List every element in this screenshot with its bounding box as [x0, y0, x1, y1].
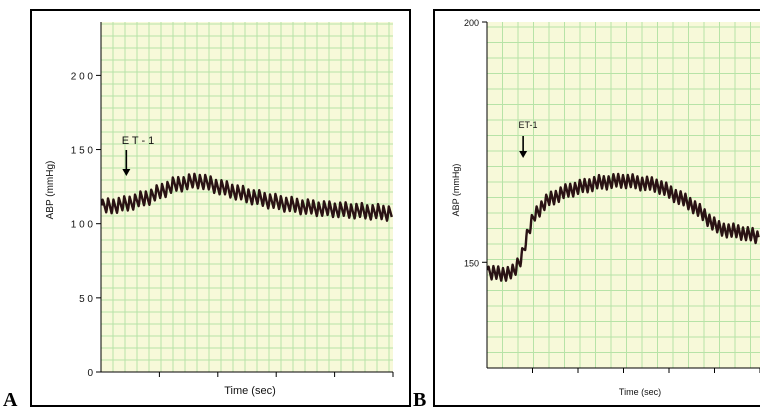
y-tick-label: 1 0 0 [71, 220, 94, 231]
y-tick-label: 1 5 0 [71, 146, 94, 157]
arrow-head [122, 169, 131, 176]
panel-a: 0 5 0 1 0 0 1 5 0 2 0 0 ABP (mmHg) Time (sec… [30, 9, 411, 407]
panel-b-arrow-icon [519, 136, 528, 158]
panel-b-annotation: ET-1 [518, 120, 537, 130]
panel-a-xlabel: Time (sec) [224, 385, 276, 397]
panel-b-letter: B [413, 389, 426, 407]
y-tick-label: 0 [87, 368, 93, 379]
panel-a-x-ticks [158, 372, 394, 377]
panel-a-arrow-icon [122, 150, 131, 176]
panel-a-letter: A [3, 389, 18, 407]
panel-b-ylabel: ABP (mmHg) [451, 164, 461, 217]
pressure-trace-line [100, 172, 393, 222]
panel-b-trace [486, 172, 760, 282]
pressure-trace-line [486, 172, 760, 282]
y-tick-label: 5 0 [79, 294, 93, 305]
arrow-head [519, 151, 528, 158]
panel-a-grid [101, 22, 393, 372]
y-tick-label: 200 [464, 18, 479, 28]
panel-b-grid [487, 22, 760, 368]
y-tick-label: 150 [464, 258, 479, 268]
panel-a-trace [100, 172, 393, 222]
panel-b-x-ticks [532, 368, 760, 373]
panel-b-xlabel: Time (sec) [619, 387, 661, 397]
panel-a-y-ticks: 0 5 0 1 0 0 1 5 0 2 0 0 [71, 71, 101, 379]
panel-b-y-ticks: 150 200 [464, 18, 487, 268]
panel-a-ylabel: ABP (mmHg) [45, 161, 56, 220]
panel-a-annotation: E T - 1 [122, 135, 155, 147]
y-tick-label: 2 0 0 [71, 71, 94, 82]
panel-b: 150 200 ABP (mmHg) Time (sec) ET-1 [433, 9, 760, 407]
panel-b-paper [487, 22, 760, 368]
